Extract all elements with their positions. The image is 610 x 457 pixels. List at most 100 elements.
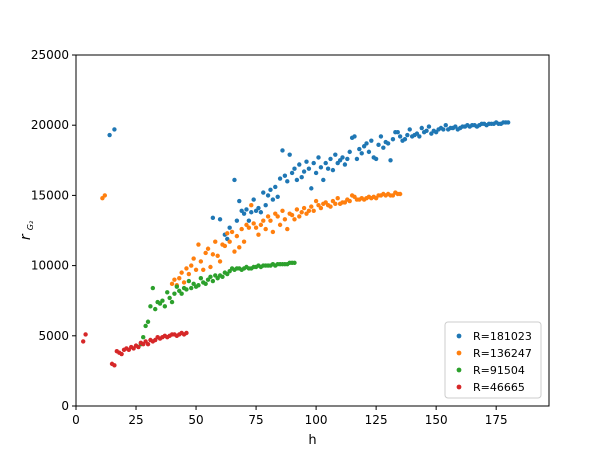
axes: 0 25 50 75 100 125 150 175 0 5000 10000 15000 20000 2… <box>31 48 508 427</box>
point-s1-26 <box>227 239 232 244</box>
point-s0-67 <box>376 142 381 148</box>
x-tick-label-150: 150 <box>425 413 448 427</box>
point-s1-11 <box>191 256 196 261</box>
legend-marker-0 <box>456 333 462 339</box>
point-s1-9 <box>186 271 192 277</box>
point-s1-37 <box>253 225 259 230</box>
point-s0-59 <box>357 146 362 152</box>
point-s2-12 <box>167 295 172 301</box>
point-s1-19 <box>210 252 216 257</box>
data-points <box>81 120 511 368</box>
point-s2-11 <box>165 290 170 295</box>
legend-label-3: R=46665 <box>473 381 525 394</box>
point-s0-54 <box>345 156 350 162</box>
point-s3-3 <box>112 363 117 368</box>
point-s0-79 <box>405 132 410 138</box>
point-s0-53 <box>342 162 348 167</box>
point-s1-42 <box>265 214 271 219</box>
point-s1-40 <box>261 218 266 223</box>
point-s2-21 <box>189 285 194 291</box>
point-s1-44 <box>270 229 276 235</box>
point-s1-64 <box>318 205 324 211</box>
point-s0-69 <box>381 145 386 150</box>
legend-marker-2 <box>456 367 462 373</box>
point-s0-31 <box>289 170 295 176</box>
point-s0-1 <box>112 127 117 132</box>
legend-label-1: R=136247 <box>473 347 532 360</box>
point-s1-25 <box>225 231 230 236</box>
point-s3-33 <box>184 330 189 336</box>
point-s0-25 <box>275 194 280 199</box>
point-s0-3 <box>217 217 223 222</box>
point-s0-7 <box>232 177 237 183</box>
point-s0-35 <box>299 174 304 180</box>
point-s0-48 <box>330 167 336 173</box>
point-s0-40 <box>311 160 316 166</box>
point-s0-85 <box>419 125 424 131</box>
plot-frame <box>75 54 550 407</box>
point-s2-64 <box>292 260 297 265</box>
point-s1-57 <box>301 205 307 211</box>
x-tick-label-175: 175 <box>485 413 508 427</box>
point-s0-27 <box>280 148 285 153</box>
point-s1-21 <box>215 253 220 258</box>
point-s2-1 <box>141 335 146 340</box>
legend-label-2: R=91504 <box>473 364 525 377</box>
point-s0-47 <box>328 156 333 162</box>
point-s0-28 <box>282 173 288 178</box>
point-s0-58 <box>354 156 360 162</box>
point-s1-8 <box>184 266 189 271</box>
y-axis-label-main: r <box>18 233 34 240</box>
point-s1-97 <box>397 191 403 197</box>
point-s0-94 <box>441 127 446 132</box>
point-s0-88 <box>426 124 432 129</box>
point-s0-63 <box>366 149 372 155</box>
point-s0-9 <box>237 198 242 204</box>
point-s0-26 <box>277 176 283 181</box>
point-s1-71 <box>335 196 340 201</box>
legend-marker-3 <box>456 384 462 390</box>
point-s0-52 <box>340 155 345 160</box>
point-s1-6 <box>179 270 184 275</box>
point-s1-53 <box>292 217 297 222</box>
x-tick-label-50: 50 <box>188 413 203 427</box>
point-s1-20 <box>213 239 218 244</box>
y-axis-label: r G₂ <box>18 220 35 240</box>
point-s0-36 <box>301 169 307 174</box>
point-s1-29 <box>234 233 240 239</box>
legend: R=181023 R=136247 R=91504 R=46665 <box>444 321 542 399</box>
point-s0-72 <box>388 158 393 163</box>
x-axis-label: h <box>308 433 316 448</box>
point-s0-20 <box>263 203 268 208</box>
point-s1-54 <box>294 207 300 212</box>
point-s1-56 <box>299 210 304 215</box>
point-s0-71 <box>385 141 391 146</box>
point-s1-17 <box>205 246 211 251</box>
point-s0-13 <box>246 218 252 223</box>
point-s1-46 <box>275 214 280 219</box>
point-s1-1 <box>102 193 108 198</box>
point-s1-22 <box>217 259 223 264</box>
point-s0-57 <box>352 134 357 139</box>
point-s0-33 <box>294 177 300 183</box>
point-s0-14 <box>249 210 254 215</box>
point-s1-62 <box>313 198 319 204</box>
point-s2-14 <box>172 291 177 296</box>
point-s1-76 <box>347 198 352 204</box>
point-s1-34 <box>246 225 252 230</box>
point-s0-43 <box>318 165 324 170</box>
point-s0-95 <box>443 123 448 128</box>
point-s1-7 <box>181 280 187 285</box>
point-s1-18 <box>208 264 213 270</box>
point-s2-25 <box>198 276 204 281</box>
point-s1-12 <box>193 267 199 273</box>
point-s3-13 <box>136 344 141 350</box>
point-s1-30 <box>237 245 242 250</box>
point-s0-68 <box>378 134 384 139</box>
point-s0-76 <box>397 134 403 139</box>
point-s1-50 <box>285 226 290 232</box>
point-s0-6 <box>227 225 232 230</box>
point-s3-6 <box>119 351 124 357</box>
point-s0-78 <box>402 137 408 142</box>
